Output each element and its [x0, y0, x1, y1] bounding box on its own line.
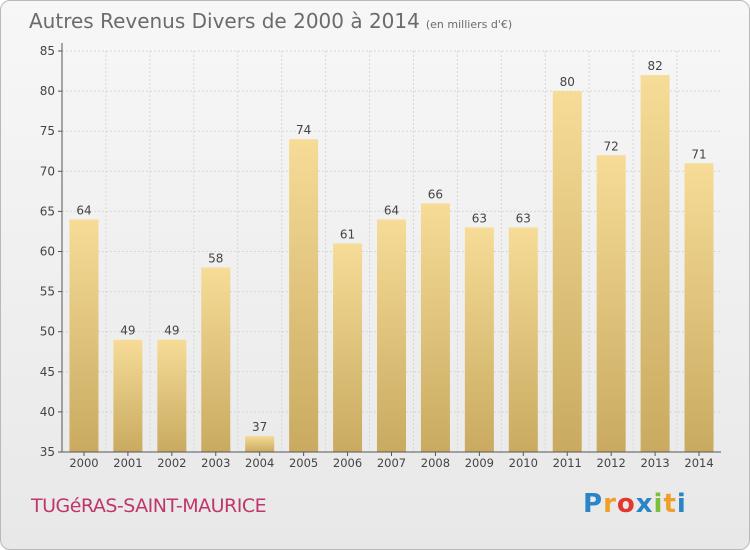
y-tick-label: 55	[40, 285, 55, 299]
commune-name: TUGéRAS-SAINT-MAURICE	[31, 495, 267, 517]
data-label: 72	[604, 139, 619, 153]
bar	[245, 435, 275, 452]
chart-title: Autres Revenus Divers de 2000 à 2014 (en …	[29, 9, 512, 33]
x-tick-label: 2002	[157, 456, 186, 470]
x-tick-label: 2008	[421, 456, 450, 470]
x-tick-label: 2011	[553, 456, 582, 470]
data-label: 64	[384, 203, 399, 217]
x-tick-label: 2010	[509, 456, 538, 470]
logo-letter: r	[603, 489, 617, 519]
x-tick-label: 2004	[245, 456, 274, 470]
data-label: 82	[647, 59, 662, 73]
bar	[596, 155, 626, 452]
x-tick-label: 2005	[289, 456, 318, 470]
bar	[113, 339, 143, 452]
x-tick-label: 2000	[69, 456, 98, 470]
y-tick-label: 80	[40, 84, 55, 98]
bar	[420, 203, 450, 452]
title-text: Autres Revenus Divers de 2000 à 2014	[29, 9, 420, 33]
x-tick-label: 2014	[684, 456, 713, 470]
data-label: 80	[560, 75, 575, 89]
data-label: 49	[120, 324, 135, 338]
axes	[58, 43, 721, 456]
x-tick-label: 2001	[113, 456, 142, 470]
bar	[684, 163, 714, 452]
data-label: 71	[691, 147, 706, 161]
data-label: 63	[472, 211, 487, 225]
x-tick-label: 2013	[640, 456, 669, 470]
bar	[377, 219, 406, 452]
bar	[640, 75, 670, 452]
data-label: 74	[296, 123, 311, 137]
bar	[333, 243, 363, 452]
data-label: 66	[428, 187, 443, 201]
data-label: 58	[208, 252, 223, 266]
bar	[69, 219, 99, 452]
y-tick-label: 50	[40, 325, 55, 339]
y-tick-label: 75	[40, 124, 55, 138]
data-label: 61	[340, 227, 355, 241]
bars	[69, 75, 714, 452]
data-label: 49	[164, 324, 179, 338]
y-tick-label: 40	[40, 405, 55, 419]
y-tick-label: 85	[40, 44, 55, 58]
y-tick-label: 60	[40, 245, 55, 259]
logo-letter: x	[635, 489, 654, 519]
subtitle-text: (en milliers d'€)	[425, 18, 513, 31]
x-tick-label: 2003	[201, 456, 230, 470]
bar	[552, 91, 582, 452]
data-label: 64	[76, 203, 91, 217]
x-tick-label: 2006	[333, 456, 362, 470]
bar	[508, 227, 538, 452]
logo-letter: P	[583, 489, 604, 519]
logo-letter: t	[663, 489, 677, 519]
logo-letter: o	[616, 489, 636, 519]
data-label: 63	[516, 211, 531, 225]
y-tick-label: 45	[40, 365, 55, 379]
logo-letter: i	[676, 489, 687, 519]
logo-letter: i	[653, 489, 664, 519]
y-tick-label: 35	[40, 445, 55, 459]
y-tick-label: 70	[40, 164, 55, 178]
x-tick-label: 2009	[465, 456, 494, 470]
bar	[201, 267, 231, 452]
x-tick-label: 2007	[377, 456, 406, 470]
bar	[464, 227, 494, 452]
bar	[289, 139, 319, 452]
data-label: 37	[252, 420, 267, 434]
proxiti-logo[interactable]: Proxiti	[583, 489, 687, 519]
bar	[157, 339, 187, 452]
x-tick-label: 2012	[597, 456, 626, 470]
y-tick-label: 65	[40, 204, 55, 218]
labels: 35 40 45 50 55 60 65 70 75 80 85 64 2000 49 2001 49 2002…	[40, 44, 714, 470]
